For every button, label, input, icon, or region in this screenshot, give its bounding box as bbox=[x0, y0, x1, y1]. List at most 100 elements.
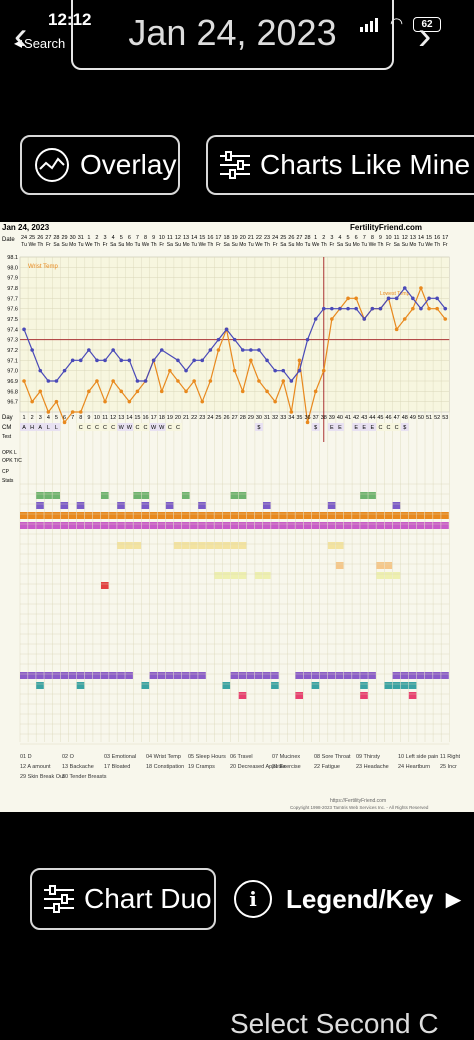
cm-cell bbox=[76, 423, 85, 431]
data-point bbox=[289, 410, 294, 414]
y-tick: 97.4 bbox=[7, 327, 18, 333]
weekday-tick: Tu bbox=[248, 242, 254, 248]
weekday-tick: Th bbox=[94, 242, 100, 248]
symptom-cell bbox=[149, 522, 158, 529]
cm-cell bbox=[173, 423, 182, 431]
cm-value: A bbox=[22, 425, 26, 431]
date-tick: 8 bbox=[371, 235, 374, 241]
data-point bbox=[103, 399, 107, 404]
weekday-tick: Mo bbox=[239, 242, 246, 248]
battery-icon: 62 bbox=[413, 17, 441, 32]
symptom-cell bbox=[384, 512, 393, 519]
symptom-cell bbox=[311, 682, 320, 689]
data-point bbox=[119, 358, 124, 363]
legend-key-button[interactable]: i Legend/Key ► bbox=[234, 880, 466, 918]
cm-cell bbox=[133, 423, 142, 431]
weekday-tick: Tu bbox=[78, 242, 84, 248]
row-label-cp: CP bbox=[2, 469, 10, 475]
symptom-cell bbox=[254, 512, 263, 519]
weekday-tick: Sa bbox=[53, 242, 59, 248]
next-date-chevron-icon[interactable]: › bbox=[418, 14, 432, 58]
date-row-label: Date bbox=[2, 237, 15, 243]
date-header: Jan 24, 2023 bbox=[71, 0, 394, 70]
symptom-cell bbox=[400, 522, 409, 529]
symptom-cell bbox=[416, 512, 425, 519]
symptom-cell bbox=[173, 542, 182, 549]
weekday-tick: Th bbox=[207, 242, 213, 248]
symptom-cell bbox=[327, 522, 336, 529]
data-point bbox=[192, 379, 196, 383]
data-point bbox=[200, 358, 205, 363]
symptom-cell bbox=[311, 512, 320, 519]
symptom-cell bbox=[92, 522, 101, 529]
data-point bbox=[224, 327, 229, 332]
cm-value: C bbox=[111, 425, 115, 431]
day-tick: 27 bbox=[232, 415, 238, 421]
symptom-cell bbox=[60, 512, 69, 519]
symptom-cell bbox=[44, 672, 52, 679]
cm-value: E bbox=[354, 425, 358, 431]
data-point bbox=[265, 389, 269, 394]
data-point bbox=[184, 368, 188, 373]
date-tick: 25 bbox=[29, 235, 35, 241]
cm-cell bbox=[165, 423, 174, 431]
symptom-cell bbox=[327, 502, 336, 509]
y-tick: 97.9 bbox=[7, 276, 18, 282]
day-tick: 53 bbox=[442, 415, 448, 421]
cm-value: C bbox=[378, 425, 382, 431]
data-point bbox=[273, 368, 277, 373]
date-tick: 2 bbox=[322, 235, 325, 241]
legend-item: 08 Sore Throat bbox=[314, 754, 351, 760]
date-tick: 2 bbox=[95, 235, 98, 241]
symptom-cell bbox=[165, 512, 174, 519]
back-to-search-link[interactable]: ◂ Search bbox=[14, 33, 65, 53]
data-point bbox=[38, 389, 43, 394]
legend-item: 13 Backache bbox=[62, 764, 94, 770]
symptom-cell bbox=[133, 522, 141, 529]
day-tick: 14 bbox=[126, 415, 132, 421]
date-tick: 9 bbox=[152, 235, 155, 241]
y-tick: 97.3 bbox=[7, 338, 18, 344]
symptom-cell bbox=[344, 512, 352, 519]
symptom-cell bbox=[327, 672, 336, 679]
symptom-cell bbox=[238, 572, 247, 579]
date-tick: 10 bbox=[385, 235, 391, 241]
weekday-tick: Th bbox=[321, 242, 327, 248]
symptom-cell bbox=[238, 542, 247, 549]
charts-like-mine-label: Charts Like Mine bbox=[260, 149, 471, 180]
legend-item: 19 Cramps bbox=[188, 764, 215, 770]
weekday-tick: Su bbox=[232, 242, 238, 248]
cm-cell bbox=[141, 423, 150, 431]
symptom-cell bbox=[141, 682, 150, 689]
symptom-cell bbox=[52, 522, 60, 529]
weekday-tick: We bbox=[255, 242, 263, 248]
prev-date-chevron-icon[interactable]: ‹ bbox=[14, 14, 28, 58]
cm-value: C bbox=[79, 425, 83, 431]
data-point bbox=[54, 379, 59, 383]
date-tick: 3 bbox=[104, 235, 107, 241]
data-point bbox=[443, 317, 448, 321]
symptom-cell bbox=[68, 522, 77, 529]
symptom-cell bbox=[425, 512, 433, 519]
weekday-tick: Sa bbox=[110, 242, 116, 248]
fertility-chart[interactable]: Jan 24, 2023 FertilityFriend.com Date 24 Tu 2… bbox=[0, 222, 474, 812]
charts-like-mine-button[interactable]: Charts Like Mine bbox=[206, 135, 474, 195]
overlay-button[interactable]: Overlay bbox=[20, 135, 180, 195]
legend-item: 02 O bbox=[62, 754, 75, 760]
legend-item: 04 Wrist Temp bbox=[146, 754, 181, 760]
symptom-cell bbox=[76, 522, 85, 529]
data-point bbox=[273, 399, 277, 404]
weekday-tick: Sa bbox=[394, 242, 400, 248]
weekday-tick: Mo bbox=[409, 242, 416, 248]
date-tick: 13 bbox=[410, 235, 416, 241]
symptom-cell bbox=[222, 682, 231, 689]
select-second-chart-button[interactable]: Select Second C bbox=[230, 1008, 439, 1039]
chart-duo-button[interactable]: Chart Duo bbox=[30, 868, 216, 930]
day-tick: 52 bbox=[434, 415, 440, 421]
symptom-cell bbox=[238, 512, 247, 519]
data-point bbox=[78, 410, 83, 414]
symptom-cell bbox=[117, 542, 125, 549]
symptom-cell bbox=[416, 522, 425, 529]
plot-area bbox=[19, 256, 450, 413]
cm-cell bbox=[52, 423, 61, 431]
